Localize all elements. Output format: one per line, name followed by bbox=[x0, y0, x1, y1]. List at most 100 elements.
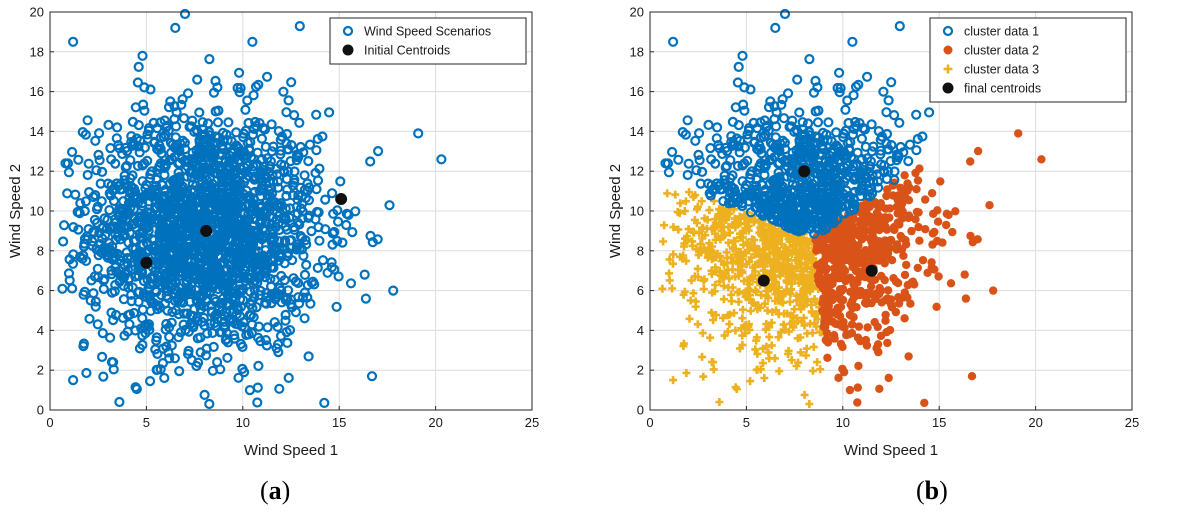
cluster-1-point bbox=[828, 183, 840, 194]
cluster-1-point bbox=[867, 170, 878, 181]
panel-label-b: (b) bbox=[916, 476, 948, 505]
cluster-2-point bbox=[933, 206, 942, 215]
scenario-point bbox=[105, 143, 116, 154]
cluster-1-point bbox=[774, 196, 785, 207]
cluster-3-point bbox=[681, 197, 690, 206]
cluster-3-point bbox=[761, 325, 770, 334]
cluster-2-point bbox=[885, 204, 895, 213]
cluster-3-point bbox=[803, 295, 812, 304]
scenario-point bbox=[137, 313, 148, 324]
scenario-point bbox=[182, 161, 193, 172]
y-tick-label: 6 bbox=[37, 283, 44, 298]
cluster-2-point bbox=[901, 193, 910, 203]
cluster-3-point bbox=[787, 356, 796, 364]
cluster-2-point bbox=[946, 279, 956, 288]
cluster-2-point bbox=[967, 372, 977, 381]
cluster-1-point bbox=[794, 107, 805, 118]
scenario-point bbox=[128, 138, 139, 150]
cluster-3-point bbox=[775, 367, 784, 376]
scenario-point bbox=[222, 135, 233, 146]
scenario-point bbox=[179, 8, 191, 20]
cluster-3-point bbox=[724, 238, 733, 247]
y-tick-label: 20 bbox=[630, 5, 644, 20]
cluster-1-point bbox=[799, 220, 811, 231]
cluster-3-point bbox=[744, 322, 753, 331]
cluster-2-point bbox=[920, 398, 929, 408]
scenario-point bbox=[263, 185, 274, 196]
cluster-2-point bbox=[870, 254, 879, 263]
cluster-1-point bbox=[745, 173, 756, 184]
cluster-3-point bbox=[743, 224, 752, 232]
cluster-3-point bbox=[772, 278, 780, 287]
scenario-point bbox=[274, 236, 285, 247]
scenario-point bbox=[97, 233, 108, 244]
scenario-point bbox=[299, 269, 311, 280]
scenario-point bbox=[257, 207, 269, 218]
cluster-3-point bbox=[813, 315, 822, 324]
cluster-1-point bbox=[740, 190, 751, 201]
cluster-3-point bbox=[740, 277, 748, 286]
cluster-2-point bbox=[882, 191, 891, 201]
cluster-1-point bbox=[779, 8, 791, 20]
y-tick-label: 12 bbox=[30, 164, 44, 179]
scenario-point bbox=[292, 194, 303, 205]
scenario-point bbox=[157, 250, 168, 261]
scenario-point bbox=[269, 253, 280, 264]
cluster-1-point bbox=[911, 145, 922, 156]
cluster-3-point bbox=[738, 268, 746, 276]
cluster-2-point bbox=[845, 234, 855, 243]
cluster-1-point bbox=[817, 127, 829, 138]
scenario-point bbox=[197, 150, 208, 161]
cluster-1-point bbox=[858, 161, 869, 172]
scenario-point bbox=[100, 247, 111, 258]
cluster-2-point bbox=[918, 256, 928, 265]
scenario-point bbox=[281, 138, 292, 149]
scenario-point bbox=[124, 273, 135, 284]
cluster-1-point bbox=[729, 183, 740, 194]
cluster-3-point bbox=[688, 241, 697, 250]
scenario-point bbox=[75, 198, 86, 209]
scenario-point bbox=[163, 279, 174, 290]
cluster-3-point bbox=[750, 236, 759, 245]
scenario-point bbox=[245, 286, 256, 297]
scenario-point bbox=[142, 155, 153, 166]
cluster-1-point bbox=[745, 84, 756, 95]
cluster-3-point bbox=[808, 366, 817, 375]
scenario-point bbox=[120, 162, 131, 173]
scenario-point bbox=[235, 242, 246, 253]
cluster-3-point bbox=[784, 346, 793, 355]
cluster-1-point bbox=[766, 213, 777, 224]
cluster-3-point bbox=[816, 365, 825, 374]
cluster-3-point bbox=[669, 223, 678, 232]
scenario-point bbox=[327, 188, 338, 199]
chart-panel-a: 0 5 10 15 20 25 0 2 4 6 8 10 12 14 16 18 20 Wind Speed 1 W… bbox=[7, 5, 539, 506]
y-tick-label: 8 bbox=[637, 243, 644, 258]
cluster-3-point bbox=[747, 253, 756, 262]
cluster-3-point bbox=[748, 272, 757, 281]
cluster-1-point bbox=[742, 155, 753, 166]
cluster-1-point bbox=[886, 77, 897, 88]
scenario-point bbox=[98, 275, 109, 286]
scenario-point bbox=[165, 270, 176, 281]
scenario-point bbox=[259, 124, 270, 135]
cluster-1-point bbox=[776, 186, 787, 197]
scenario-point bbox=[120, 178, 132, 189]
cluster-2-point bbox=[831, 319, 840, 328]
scenario-point bbox=[63, 167, 75, 178]
cluster-3-point bbox=[707, 270, 716, 279]
cluster-3-point bbox=[694, 273, 703, 282]
scenario-point bbox=[278, 86, 289, 97]
cluster-3-point bbox=[754, 301, 763, 310]
data-points bbox=[57, 8, 447, 410]
cluster-1-point bbox=[710, 158, 721, 169]
scenario-point bbox=[333, 216, 344, 227]
scenario-point bbox=[333, 271, 344, 282]
cluster-1-point bbox=[695, 178, 706, 189]
scenario-point bbox=[294, 21, 305, 32]
scenario-point bbox=[151, 332, 162, 343]
cluster-2-point bbox=[878, 219, 887, 228]
scenario-point bbox=[225, 168, 236, 179]
scenario-point bbox=[177, 268, 189, 279]
cluster-3-point bbox=[723, 327, 732, 336]
scenario-point bbox=[64, 275, 75, 286]
